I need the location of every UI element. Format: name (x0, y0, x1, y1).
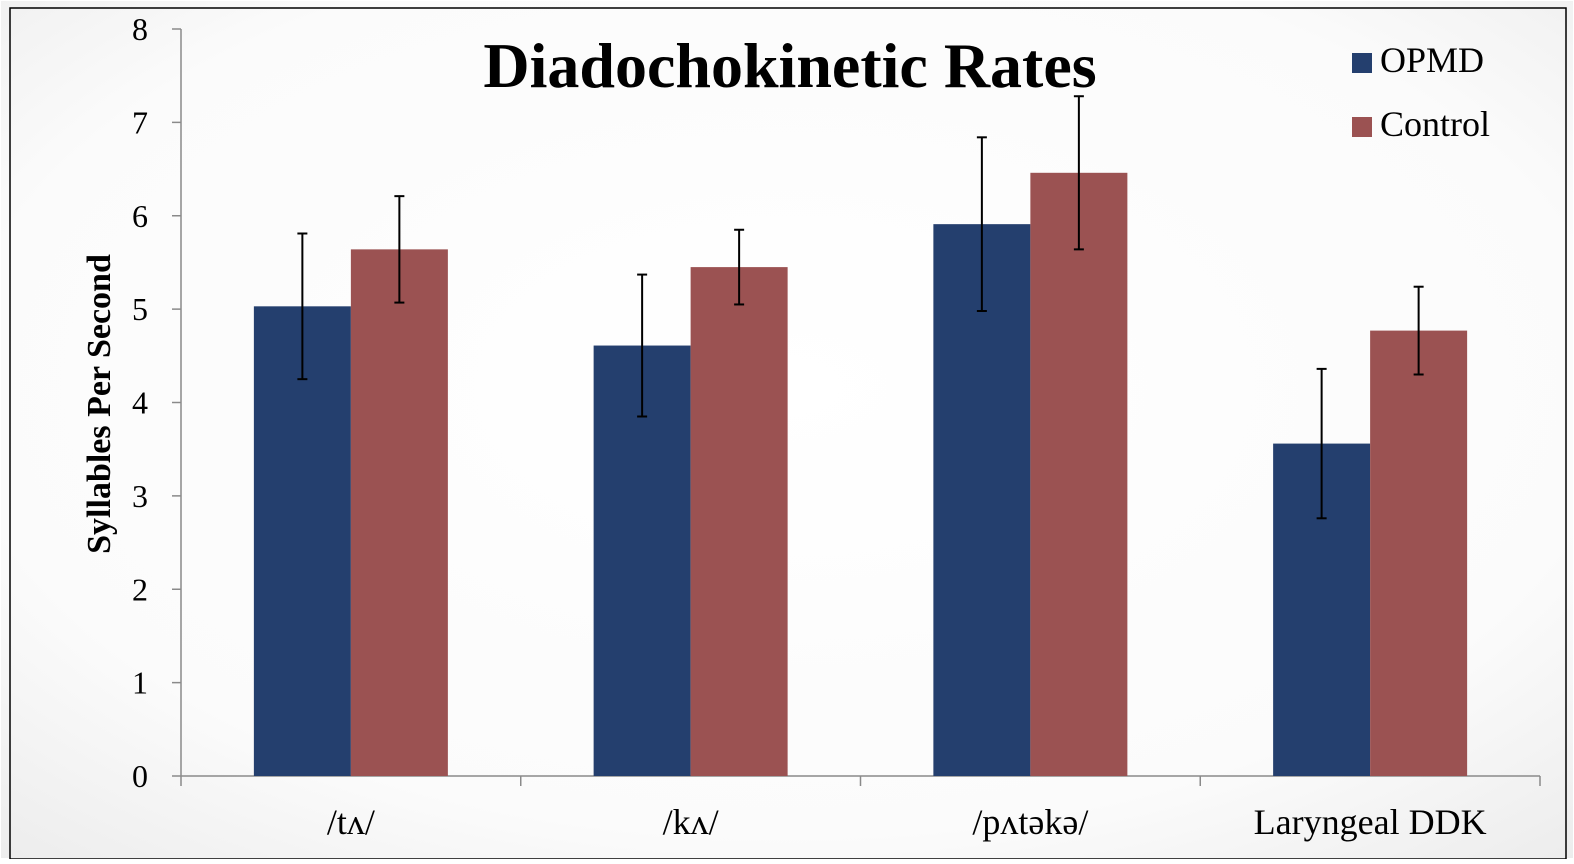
y-tick-label: 3 (132, 478, 148, 514)
x-category-label: /kʌ/ (663, 802, 719, 842)
chart-title: Diadochokinetic Rates (483, 30, 1096, 101)
x-category-label: /tʌ/ (327, 802, 375, 842)
x-category-label: /pʌtəkə/ (972, 802, 1088, 842)
legend-label-control: Control (1380, 104, 1490, 144)
y-tick-label: 5 (132, 291, 148, 327)
error-bars-group (297, 95, 1424, 520)
bar-series-group (253, 172, 1468, 777)
y-tick-label: 7 (132, 104, 148, 140)
x-category-label: Laryngeal DDK (1254, 802, 1487, 842)
legend-swatch-opmd (1352, 53, 1372, 73)
y-tick-label: 6 (132, 198, 148, 234)
bar-control-2 (1030, 172, 1128, 777)
y-tick-label: 8 (132, 11, 148, 47)
y-tick-label: 2 (132, 571, 148, 607)
y-tick-label: 4 (132, 385, 148, 421)
bar-control-0 (350, 249, 448, 777)
bar-control-3 (1370, 330, 1468, 776)
bar-opmd-2 (933, 224, 1031, 776)
legend-swatch-control (1352, 117, 1372, 137)
bar-opmd-0 (253, 306, 351, 776)
y-tick-label: 1 (132, 665, 148, 701)
y-tick-label: 0 (132, 758, 148, 794)
legend-label-opmd: OPMD (1380, 40, 1484, 80)
bar-control-1 (690, 267, 788, 776)
y-axis: 0 1 2 3 4 5 6 7 8 (132, 11, 182, 794)
legend: OPMD Control (1352, 40, 1490, 144)
y-axis-label: Syllables Per Second (81, 254, 118, 554)
